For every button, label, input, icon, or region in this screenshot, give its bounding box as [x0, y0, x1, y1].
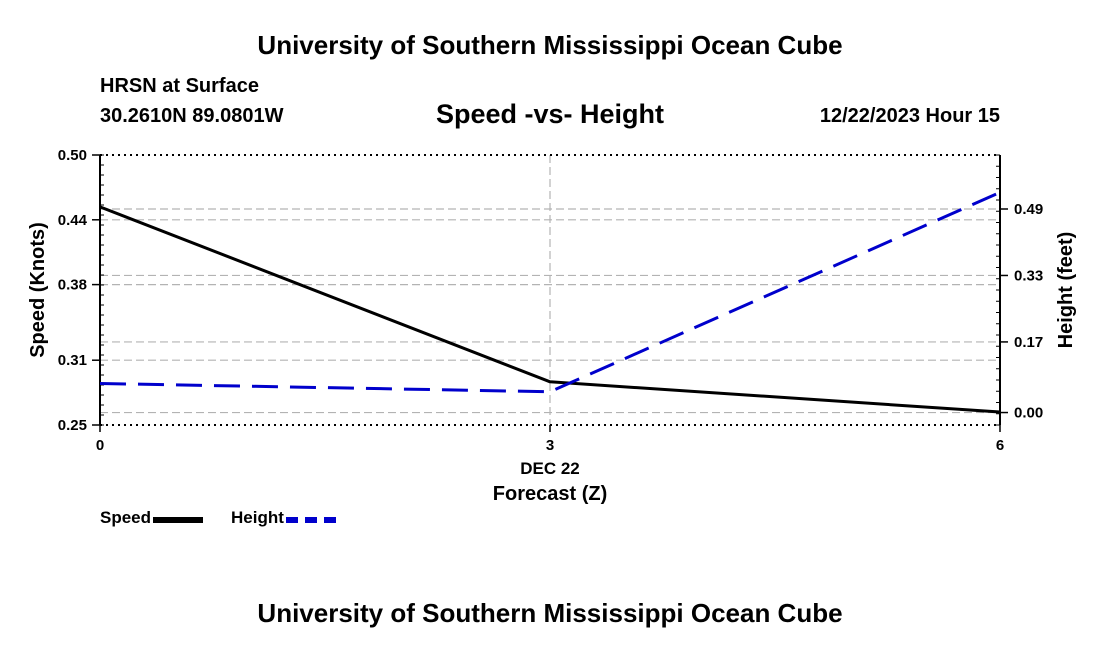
x-tick-label: 0 [96, 437, 104, 454]
y2-tick-label: 0.49 [1014, 201, 1043, 218]
y2-tick-label: 0.17 [1014, 334, 1043, 351]
chart-title: Speed -vs- Height [435, 99, 665, 129]
legend-swatch-speed [153, 516, 204, 523]
legend-item-speed: Speed [100, 508, 204, 528]
y-tick-label: 0.50 [58, 147, 87, 164]
x-tick-label: 6 [996, 437, 1004, 454]
legend-label-speed: Speed [100, 508, 152, 527]
x-tick-label: 3 [546, 437, 554, 454]
y-tick-label: 0.38 [58, 277, 87, 294]
y-tick-label: 0.31 [58, 352, 87, 369]
legend-item-height: Height [231, 508, 336, 528]
station-label: HRSN at Surface [100, 75, 259, 97]
y-axis-title: Speed (Knots) [27, 222, 49, 358]
x-axis-sublabel: DEC 22 [520, 459, 580, 478]
chart: 0.50 0.44 0.38 0.31 0.25 0.49 0.33 0.17 0.00 0 3 6 D… [27, 147, 1077, 505]
series-line-height [99, 191, 1001, 394]
page-title: University of Southern Mississippi Ocean… [257, 30, 843, 60]
x-axis-title: Forecast (Z) [493, 483, 607, 505]
forecast-timestamp: 12/22/2023 Hour 15 [819, 105, 1000, 127]
footer-title: University of Southern Mississippi Ocean… [257, 598, 843, 628]
legend-label-height: Height [231, 508, 284, 527]
legend-swatch-height [285, 516, 336, 523]
station-coordinates: 30.2610N 89.0801W [100, 105, 284, 127]
y2-tick-label: 0.33 [1014, 267, 1043, 284]
series-line-speed [99, 205, 1001, 414]
y2-axis-title: Height (feet) [1055, 232, 1077, 349]
y-tick-label: 0.44 [58, 212, 88, 229]
y-tick-label: 0.25 [58, 417, 87, 434]
y2-tick-label: 0.00 [1014, 405, 1043, 422]
